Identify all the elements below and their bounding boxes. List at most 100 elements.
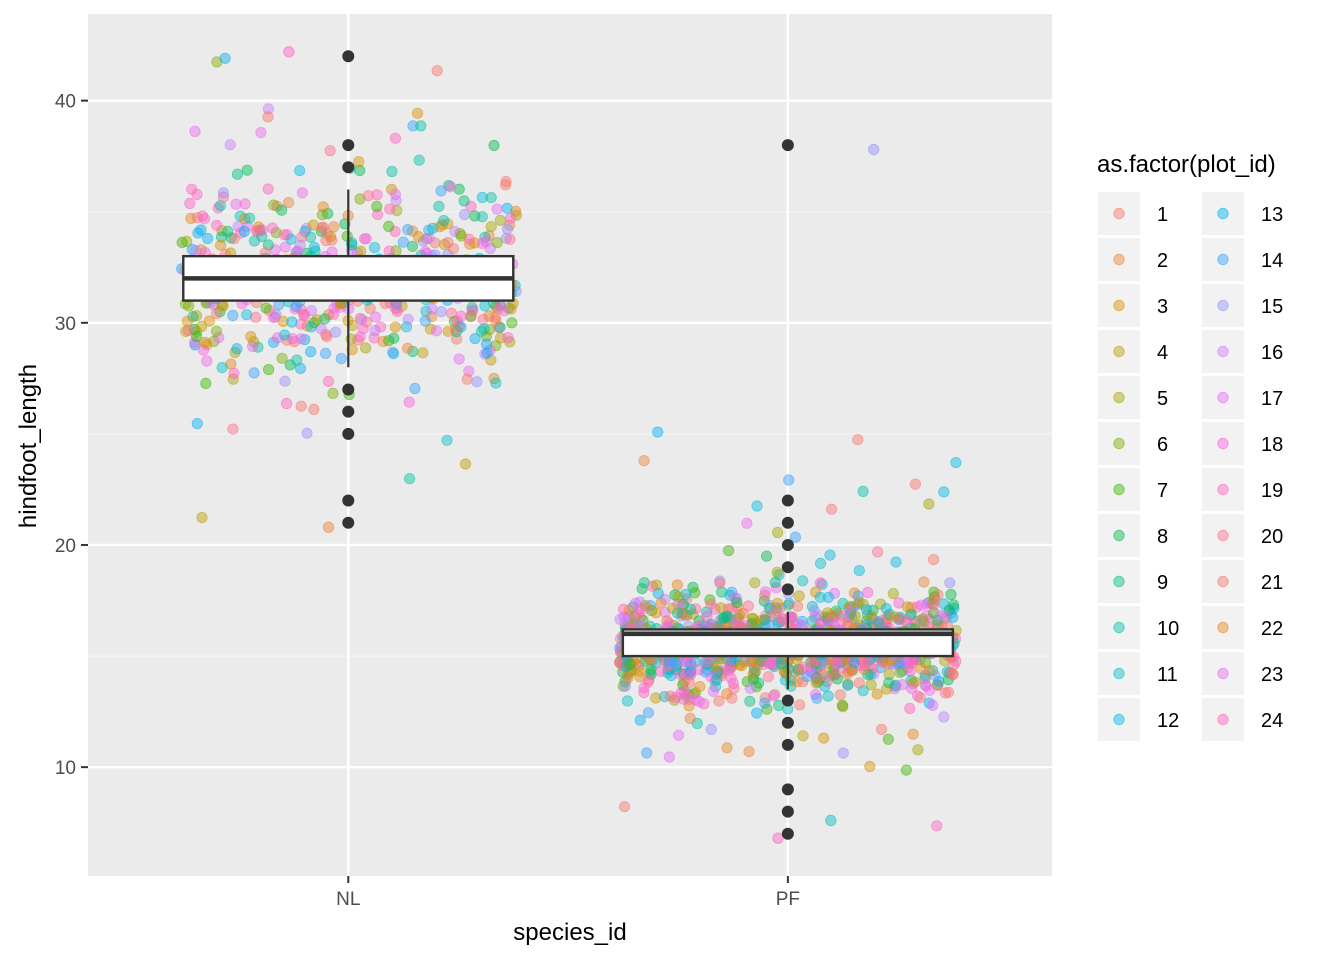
jitter-point [932, 589, 944, 601]
jitter-point [701, 610, 713, 622]
major-gridlines [88, 14, 1052, 876]
outlier-point [781, 561, 794, 574]
jitter-point [894, 666, 906, 679]
jitter-point [950, 456, 962, 469]
jitter-point [481, 347, 493, 359]
legend-key-point [1217, 345, 1229, 358]
legend-label: 11 [1157, 664, 1178, 686]
jitter-point [814, 577, 827, 589]
legend-label: 16 [1261, 342, 1283, 364]
x-tick-label: NL [336, 889, 360, 910]
y-tick-label: 20 [55, 536, 76, 557]
jitter-point [924, 684, 936, 696]
legend-label: 22 [1261, 618, 1283, 640]
jitter-point [409, 382, 421, 395]
jitter-point [927, 699, 939, 712]
jitter-point [296, 231, 308, 243]
jitter-point [202, 232, 214, 245]
jitter-point [431, 65, 443, 77]
jitter-point [741, 675, 753, 688]
jitter-point [260, 302, 272, 314]
jitter-point [371, 200, 383, 213]
legend-label: 7 [1157, 480, 1168, 502]
jitter-point [741, 517, 753, 529]
jitter-point [502, 332, 514, 344]
jitter-point [822, 690, 834, 702]
jitter-point [709, 665, 721, 678]
jitter-point [880, 683, 893, 695]
jitter-point [946, 668, 959, 680]
jitter-point [244, 212, 256, 224]
jitter-point [412, 231, 424, 243]
jitter-point [191, 417, 203, 430]
jitter-point [683, 676, 695, 689]
y-tick-label: 40 [55, 92, 76, 113]
legend-label: 21 [1261, 572, 1283, 594]
jitter-point [816, 578, 828, 591]
jitter-point [945, 588, 957, 601]
jitter-point [296, 187, 308, 199]
legend-key-point [1113, 529, 1125, 542]
jitter-point [389, 321, 401, 333]
legend-key [1098, 238, 1140, 281]
jitter-point [794, 699, 806, 711]
outlier-point [781, 583, 794, 596]
jitter-point [814, 618, 827, 630]
jitter-point [238, 225, 250, 237]
jitter-point [793, 590, 805, 602]
jitter-point [271, 332, 284, 344]
jitter-point [383, 245, 395, 257]
jitter-point [655, 665, 667, 678]
jitter-point [479, 231, 491, 243]
jitter-point [354, 331, 366, 343]
jitter-point [501, 202, 513, 214]
jitter-point [282, 197, 295, 209]
jitter-point [356, 313, 368, 326]
jitter-point [707, 685, 720, 697]
plot-panel [88, 14, 1052, 876]
jitter-point [286, 316, 298, 328]
jitter-point [896, 679, 909, 691]
jitter-point [262, 103, 274, 115]
jitter-point [485, 192, 497, 204]
jitter-point [494, 300, 506, 312]
jitter-point [241, 309, 253, 321]
jitter-point [915, 662, 927, 675]
jitter-point [248, 235, 261, 247]
legend-key [1202, 652, 1244, 695]
outlier-point [781, 716, 794, 729]
legend-key-point [1217, 437, 1229, 450]
y-tick-label: 30 [55, 314, 76, 335]
jitter-point [714, 577, 726, 589]
legend-key [1098, 468, 1140, 511]
jitter-point [423, 232, 435, 244]
jitter-point [211, 56, 223, 68]
jitter-point [771, 566, 783, 578]
jitter-point [726, 692, 738, 704]
jitter-point [319, 347, 332, 359]
jitter-point [871, 546, 884, 558]
jitter-point [871, 688, 883, 700]
jitter-point [176, 236, 188, 248]
jitter-point [747, 656, 759, 668]
jitter-point [822, 591, 835, 604]
jitter-point [266, 222, 279, 234]
jitter-point [735, 660, 748, 672]
jitter-point [384, 203, 396, 215]
jitter-point [459, 458, 472, 470]
jitter-point [322, 521, 335, 533]
jitter-point [797, 661, 810, 674]
jitter-point [190, 330, 203, 342]
jitter-point [666, 602, 679, 614]
jitter-point [438, 238, 451, 251]
jitter-point [201, 355, 213, 367]
jitter-point [751, 707, 763, 719]
jitter-point [476, 237, 488, 249]
legend-label: 2 [1157, 250, 1168, 272]
jitter-point [445, 181, 457, 193]
jitter-point [638, 682, 650, 694]
jitter-point [646, 580, 659, 592]
legend-key-point [1217, 253, 1229, 266]
jitter-point [424, 323, 436, 335]
jitter-point [862, 586, 874, 599]
